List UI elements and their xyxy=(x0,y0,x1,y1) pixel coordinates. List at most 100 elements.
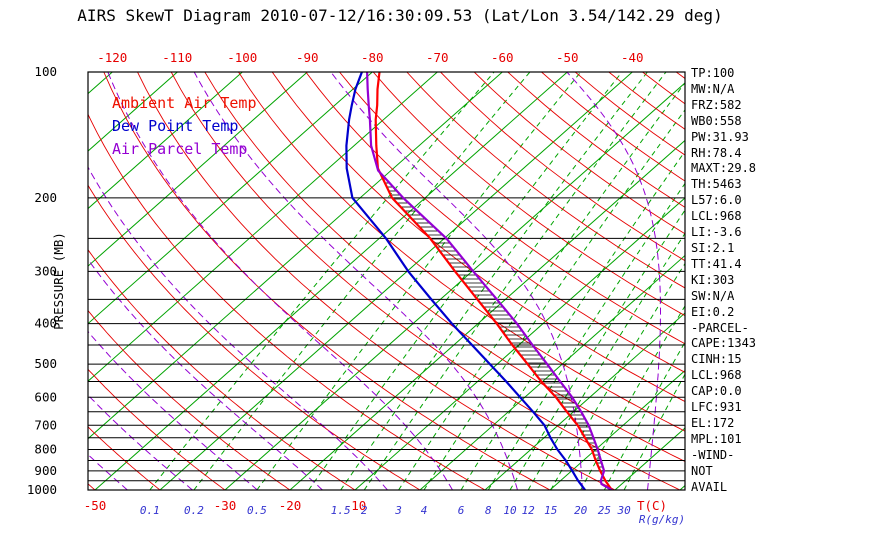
stat-line: LFC:931 xyxy=(691,400,742,415)
top-axis-label: -90 xyxy=(296,50,319,65)
mixing-ratio-line xyxy=(340,72,648,490)
isotherm-line xyxy=(419,254,685,490)
stat-line: CINH:15 xyxy=(691,352,742,367)
mixing-ratio-label: 25 xyxy=(598,504,611,517)
mixing-ratio-label: 15 xyxy=(544,504,557,517)
mixing-ratio-label: 3 xyxy=(394,504,402,517)
pressure-tick-label: 800 xyxy=(34,442,57,457)
stat-line: EI:0.2 xyxy=(691,304,735,319)
axis-labels: -120 -110 -100 -90 -80 -70 -60 -50 -40 -50 -30 -20 -… xyxy=(27,50,685,526)
stat-line: LCL:968 xyxy=(691,368,742,383)
isotherm-line xyxy=(88,72,243,210)
top-axis-label: -60 xyxy=(491,50,514,65)
legend-air-parcel-temp: Air Parcel Temp xyxy=(112,140,248,158)
isotherm-line xyxy=(224,82,685,490)
stat-line: TH:5463 xyxy=(691,177,742,192)
dry-adiabat-line xyxy=(339,72,685,345)
isotherms xyxy=(88,72,685,490)
top-axis-label: -110 xyxy=(162,50,192,65)
mixing-ratio-label: 1.5 xyxy=(331,504,351,517)
chart-title: AIRS SkewT Diagram 2010-07-12/16:30:09.5… xyxy=(77,6,723,25)
top-axis-label: -120 xyxy=(97,50,127,65)
stat-line: RH:78.4 xyxy=(691,145,742,160)
stat-line: MW:N/A xyxy=(691,81,735,96)
isotherm-line xyxy=(484,312,685,490)
stat-line: SW:N/A xyxy=(691,288,735,303)
isotherm-line xyxy=(354,197,685,490)
mixing-ratio-label: 30 xyxy=(616,504,631,517)
dew-point-curve xyxy=(345,72,587,490)
mixing-ratio-label: 10 xyxy=(503,504,517,517)
isotherm-line xyxy=(88,72,503,440)
stat-line: MPL:101 xyxy=(691,431,742,446)
mixing-ratio-label: 2 xyxy=(361,504,368,517)
bottom-axis-temp-label: -10 xyxy=(344,498,367,513)
stat-line: TT:41.4 xyxy=(691,256,742,271)
top-axis-label: -100 xyxy=(227,50,257,65)
parcel-curve xyxy=(366,72,613,490)
legend-dew-point-temp: Dew Point Temp xyxy=(112,117,239,135)
mixing-ratio-unit-label: R(g/kg) xyxy=(639,513,685,526)
stat-line: KI:303 xyxy=(691,272,735,287)
isotherm-line xyxy=(289,139,685,490)
mixing-ratio-label: 12 xyxy=(522,504,536,517)
stat-line: PW:31.93 xyxy=(691,129,749,144)
stat-line: EL:172 xyxy=(691,415,735,430)
stat-line: MAXT:29.8 xyxy=(691,161,757,176)
legend: Ambient Air Temp Dew Point Temp Air Parc… xyxy=(112,92,257,161)
pressure-tick-label: 700 xyxy=(34,417,57,432)
isotherm-line xyxy=(94,72,568,490)
bottom-axis-temp-label: -50 xyxy=(84,498,107,513)
mixing-ratio-label: 8 xyxy=(485,504,492,517)
isotherm-line xyxy=(549,369,685,490)
bottom-axis-temp-label: -30 xyxy=(214,498,237,513)
isotherm-line xyxy=(88,72,373,325)
legend-ambient-air-temp: Ambient Air Temp xyxy=(112,94,257,112)
stat-line: AVAIL xyxy=(691,479,728,494)
mixing-ratio-line xyxy=(308,72,623,490)
mixing-ratio-label: 20 xyxy=(574,504,588,517)
stats-panel: TP:100 MW:N/A FRZ:582 WB0:558 PW:31.93 RH:78.… xyxy=(691,66,756,495)
mixing-ratio-label: 0.2 xyxy=(184,504,204,517)
pressure-tick-label: 400 xyxy=(34,316,57,331)
pressure-tick-label: 1000 xyxy=(27,482,57,497)
isotherm-line xyxy=(88,72,178,152)
mixing-ratio-label: 6 xyxy=(458,504,465,517)
pressure-tick-label: 900 xyxy=(34,463,57,478)
pressure-tick-label: 300 xyxy=(34,263,57,278)
stat-line: NOT xyxy=(691,463,713,478)
plot-border xyxy=(87,71,686,491)
isotherm-line xyxy=(88,72,308,267)
pressure-lines xyxy=(88,72,685,490)
pressure-tick-label: 100 xyxy=(34,64,57,79)
stat-line: SI:2.1 xyxy=(691,240,735,255)
dry-adiabat-line xyxy=(204,72,685,462)
pressure-tick-label: 200 xyxy=(34,190,57,205)
top-axis-label: -70 xyxy=(426,50,449,65)
plot-area xyxy=(88,72,685,490)
top-axis-label: -80 xyxy=(361,50,384,65)
dry-adiabat-line xyxy=(473,72,685,235)
isotherm-line xyxy=(88,72,438,382)
stat-line: -PARCEL- xyxy=(691,320,749,335)
stat-line: LI:-3.6 xyxy=(691,225,742,240)
temperature-curve xyxy=(374,72,613,490)
pressure-axis-title: PRESSURE (MB) xyxy=(51,232,66,330)
stat-line: CAPE:1343 xyxy=(691,336,757,351)
mixing-ratio-lines xyxy=(149,72,685,490)
pressure-tick-label: 600 xyxy=(34,389,57,404)
mixing-ratio-label: 4 xyxy=(421,504,428,517)
top-axis-label: -50 xyxy=(556,50,579,65)
stat-line: FRZ:582 xyxy=(691,97,742,112)
mixing-ratio-label: 0.5 xyxy=(247,504,267,517)
dry-adiabat-line xyxy=(271,72,685,403)
top-axis-label: -40 xyxy=(621,50,644,65)
stat-line: -WIND- xyxy=(691,447,735,462)
mixing-ratio-label: 0.1 xyxy=(140,504,160,517)
stat-line: LCL:968 xyxy=(691,209,742,224)
stat-line: WB0:558 xyxy=(691,113,742,128)
stat-line: TP:100 xyxy=(691,66,735,80)
stat-line: CAP:0.0 xyxy=(691,384,742,399)
